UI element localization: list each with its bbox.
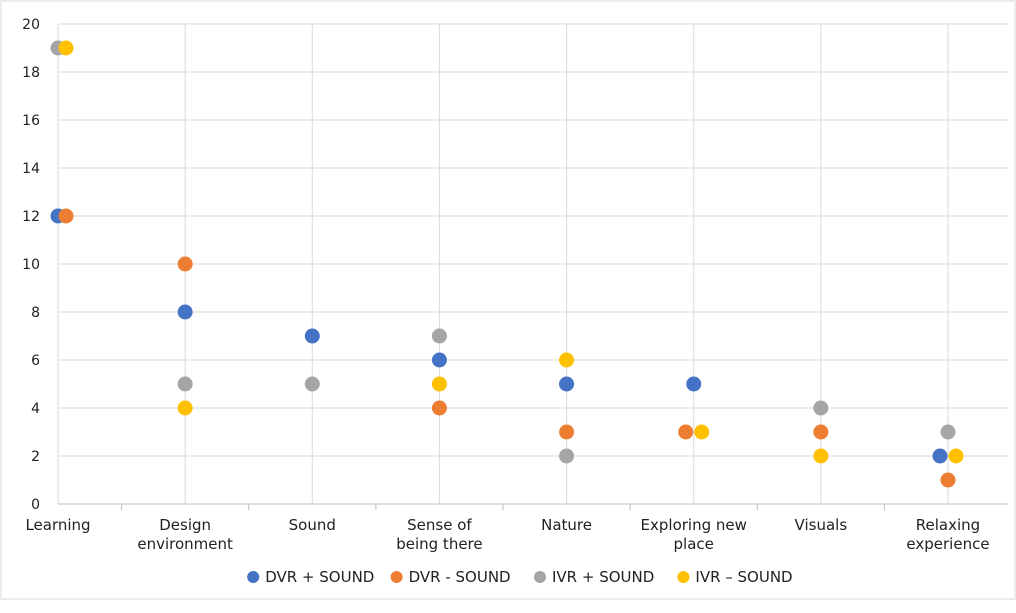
- y-tick-label: 8: [31, 305, 40, 321]
- data-point: [431, 328, 447, 344]
- data-point: [813, 400, 829, 416]
- x-tick-label-line: Learning: [25, 516, 90, 534]
- data-point: [559, 352, 575, 368]
- data-points: [50, 40, 964, 488]
- y-tick-label: 6: [31, 353, 40, 369]
- x-tick-label: Nature: [541, 516, 592, 534]
- y-tick-label: 0: [31, 497, 40, 513]
- x-tick-label-line: Visuals: [795, 516, 848, 534]
- x-tick-label: Visuals: [795, 516, 848, 534]
- gridlines: [57, 23, 1008, 504]
- x-axis-ticks: Learning Design environment Sound Sense of be…: [25, 516, 989, 553]
- data-point: [932, 448, 948, 464]
- data-point: [431, 352, 447, 368]
- legend-label: IVR – SOUND: [695, 568, 792, 586]
- x-tick-label: Design environment: [137, 516, 233, 553]
- data-point: [58, 40, 74, 56]
- data-point: [177, 400, 193, 416]
- x-tick-label: Exploring new place: [641, 516, 747, 553]
- legend-label: DVR + SOUND: [265, 568, 374, 586]
- x-tick-label-line: Sound: [289, 516, 336, 534]
- data-point: [940, 472, 956, 488]
- x-tick-label-line: environment: [137, 535, 233, 553]
- legend-marker: [534, 571, 546, 583]
- data-point: [948, 448, 964, 464]
- y-tick-label: 20: [22, 17, 40, 33]
- y-tick-label: 18: [22, 65, 40, 81]
- x-tick-label: Learning: [25, 516, 90, 534]
- data-point: [813, 424, 829, 440]
- x-tick-label: Relaxing experience: [906, 516, 989, 553]
- x-tick-label: Sense of being there: [396, 516, 482, 553]
- data-point: [559, 376, 575, 392]
- data-point: [686, 376, 702, 392]
- x-tick-label-line: Exploring new: [641, 516, 747, 534]
- data-point: [177, 304, 193, 320]
- data-point: [177, 376, 193, 392]
- x-tick-label-line: Sense of: [407, 516, 472, 534]
- data-point: [58, 208, 74, 224]
- legend-marker: [677, 571, 690, 583]
- legend-marker: [390, 571, 403, 583]
- data-point: [431, 400, 447, 416]
- y-tick-label: 16: [22, 113, 40, 129]
- x-tick-label: Sound: [289, 516, 336, 534]
- data-point: [559, 424, 575, 440]
- data-point: [813, 448, 829, 464]
- x-tick-label-line: Design: [159, 516, 211, 534]
- data-point: [304, 376, 320, 392]
- y-tick-label: 2: [31, 449, 40, 465]
- y-tick-label: 10: [22, 257, 40, 273]
- y-tick-label: 4: [31, 401, 40, 417]
- x-tick-label-line: place: [674, 535, 714, 553]
- legend-label: DVR - SOUND: [409, 568, 511, 586]
- data-point: [431, 376, 447, 392]
- data-point: [559, 448, 575, 464]
- y-tick-label: 12: [22, 209, 40, 225]
- chart-border: [0, 0, 1016, 600]
- legend: DVR + SOUND DVR - SOUND IVR + SOUND IVR – S…: [247, 568, 793, 586]
- x-tick-label-line: Relaxing: [916, 516, 980, 534]
- x-tick-label-line: being there: [396, 535, 482, 553]
- legend-marker: [247, 571, 260, 583]
- data-point: [304, 328, 320, 344]
- data-point: [177, 256, 193, 272]
- y-tick-label: 14: [22, 161, 40, 177]
- axes: [58, 503, 1008, 510]
- legend-label: IVR + SOUND: [552, 568, 654, 586]
- y-axis-ticks: 0 2 4 6 8 10 12 14 16 18 20: [22, 17, 40, 513]
- x-tick-label-line: Nature: [541, 516, 592, 534]
- data-point: [694, 424, 710, 440]
- data-point: [940, 424, 956, 440]
- x-tick-label-line: experience: [906, 535, 989, 553]
- data-point: [678, 424, 694, 440]
